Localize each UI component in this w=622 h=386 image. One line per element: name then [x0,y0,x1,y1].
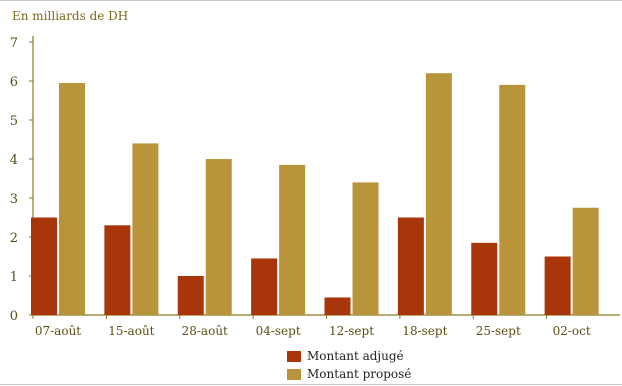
legend-item-adjuge: Montant adjugé [287,347,411,365]
x-tick-label: 02-oct [553,324,591,338]
bar-montant-propose [279,164,306,315]
x-tick-label: 28-août [182,324,228,338]
bar-montant-propose [352,182,379,315]
bar-montant-adjuge [177,276,204,315]
legend-label-adjuge: Montant adjugé [307,349,404,363]
x-tick-label: 18-sept [402,324,447,338]
x-tick-label: 07-août [35,324,81,338]
bar-montant-adjuge [324,297,351,315]
legend-swatch-propose [287,368,301,380]
unit-label: En milliards de DH [12,9,129,23]
bar-montant-propose [425,73,452,315]
y-tick-label: 7 [10,36,18,51]
x-tick-label: 25-sept [476,324,521,338]
y-tick-label: 2 [10,231,18,246]
x-tick-label: 12-sept [329,324,374,338]
y-tick-label: 4 [10,153,18,168]
bar-montant-adjuge [397,217,424,315]
bar-montant-adjuge [104,225,131,315]
bar-montant-propose [132,143,159,315]
bar-montant-propose [205,159,232,315]
x-tick-label: 04-sept [256,324,301,338]
x-tick-label: 15-août [108,324,154,338]
bar-montant-adjuge [31,217,57,315]
bar-montant-propose [499,84,526,316]
bar-montant-adjuge [471,242,498,315]
legend-label-propose: Montant proposé [307,367,412,381]
bar-montant-adjuge [251,258,278,315]
legend: Montant adjugé Montant proposé [287,347,411,383]
bar-montant-adjuge [544,256,571,315]
y-tick-label: 0 [10,309,18,324]
bar-montant-propose [59,82,85,315]
bar-montant-propose [572,207,599,315]
y-tick-label: 1 [10,270,18,285]
legend-swatch-adjuge [287,350,301,362]
y-tick-label: 6 [10,75,18,90]
legend-item-propose: Montant proposé [287,365,411,383]
y-tick-label: 5 [10,114,18,129]
y-tick-label: 3 [10,192,18,207]
